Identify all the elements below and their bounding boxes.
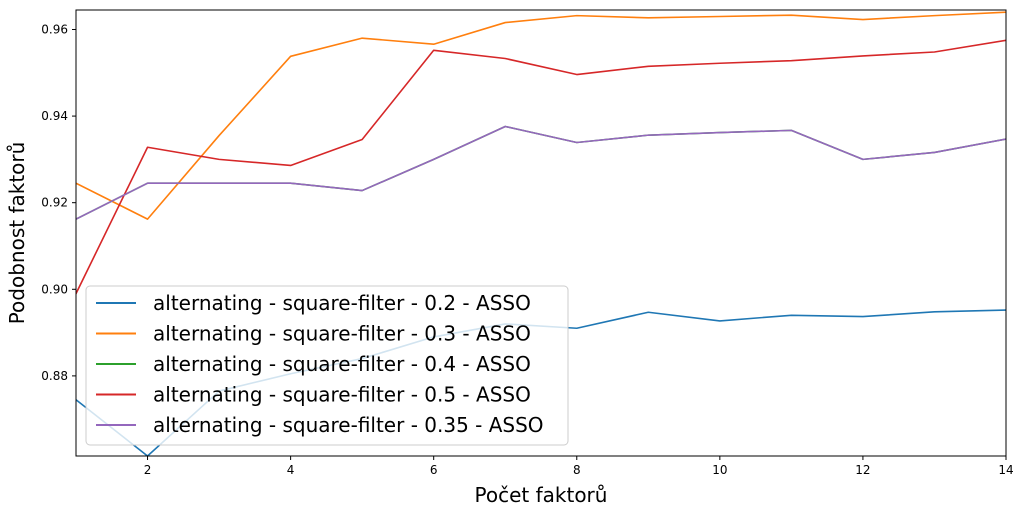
x-tick-label: 2 <box>144 463 152 477</box>
x-tick-label: 12 <box>855 463 870 477</box>
x-tick-label: 14 <box>998 463 1013 477</box>
y-tick-label: 0.94 <box>41 109 68 123</box>
y-axis-label: Podobnost faktorů <box>5 142 29 325</box>
y-axis: 0.88 0.90 0.92 0.94 0.96 <box>41 22 76 383</box>
legend-label-3: alternating - square-filter - 0.4 - ASSO <box>153 352 531 376</box>
legend-label-2: alternating - square-filter - 0.3 - ASSO <box>153 322 531 346</box>
legend-box <box>85 285 569 446</box>
x-tick-label: 10 <box>712 463 727 477</box>
x-tick-label: 8 <box>573 463 581 477</box>
x-tick-label: 4 <box>287 463 295 477</box>
series-layer <box>76 11 1006 456</box>
y-tick-label: 0.88 <box>41 369 68 383</box>
series-line-5 <box>76 125 1006 221</box>
x-tick-label: 6 <box>430 463 438 477</box>
x-axis: 2 4 6 8 10 12 14 <box>144 456 1014 477</box>
series-line-2 <box>76 11 1006 220</box>
y-tick-label: 0.92 <box>41 196 68 210</box>
y-tick-label: 0.90 <box>41 282 68 296</box>
legend-label-4: alternating - square-filter - 0.5 - ASSO <box>153 383 531 407</box>
y-tick-label: 0.96 <box>41 22 68 36</box>
series-line-4 <box>76 39 1006 295</box>
legend-label-5: alternating - square-filter - 0.35 - ASS… <box>153 413 544 437</box>
plot-frame <box>75 9 1007 457</box>
x-axis-label: Počet faktorů <box>475 483 608 507</box>
legend-label-1: alternating - square-filter - 0.2 - ASSO <box>153 291 531 315</box>
legend: alternating - square-filter - 0.2 - ASSO… <box>85 285 569 446</box>
